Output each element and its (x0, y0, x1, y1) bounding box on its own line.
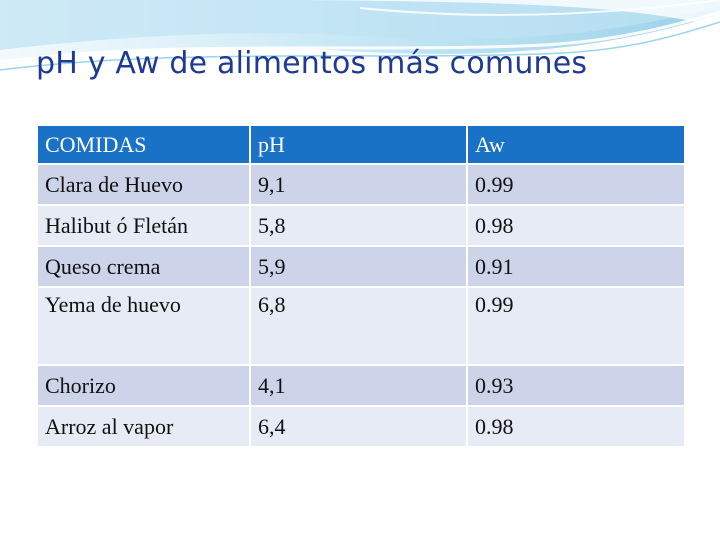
decorative-swoosh (0, 0, 720, 71)
ph-cell: 6,4 (250, 406, 468, 448)
table-row: Halibut ó Fletán 5,8 0.98 (38, 205, 684, 247)
food-name-cell: Queso crema (38, 246, 251, 288)
table-row: Clara de Huevo 9,1 0.99 (38, 164, 684, 206)
table-header-row: COMIDAS pH Aw (38, 126, 684, 165)
food-name-cell: Yema de huevo (38, 287, 251, 366)
food-name-cell: Chorizo (38, 365, 251, 407)
table-row: Queso crema 5,9 0.91 (38, 246, 684, 288)
aw-cell: 0.98 (467, 406, 684, 448)
food-name-cell: Arroz al vapor (38, 406, 251, 448)
ph-cell: 5,8 (250, 205, 468, 247)
ph-cell: 4,1 (250, 365, 468, 407)
aw-cell: 0.99 (467, 287, 684, 366)
aw-cell: 0.98 (467, 205, 684, 247)
food-ph-aw-table: COMIDAS pH Aw Clara de Huevo 9,1 0.99 Ha… (38, 126, 684, 448)
aw-cell: 0.93 (467, 365, 684, 407)
header-comidas: COMIDAS (38, 126, 251, 165)
ph-cell: 6,8 (250, 287, 468, 366)
aw-cell: 0.91 (467, 246, 684, 288)
food-name-cell: Clara de Huevo (38, 164, 251, 206)
slide-title: pH y Aw de alimentos más comunes (36, 46, 588, 81)
ph-cell: 5,9 (250, 246, 468, 288)
header-ph: pH (250, 126, 468, 165)
food-name-cell: Halibut ó Fletán (38, 205, 251, 247)
table-row: Yema de huevo 6,8 0.99 (38, 287, 684, 366)
table-row: Arroz al vapor 6,4 0.98 (38, 406, 684, 448)
aw-cell: 0.99 (467, 164, 684, 206)
header-aw: Aw (467, 126, 684, 165)
ph-cell: 9,1 (250, 164, 468, 206)
table-row: Chorizo 4,1 0.93 (38, 365, 684, 407)
